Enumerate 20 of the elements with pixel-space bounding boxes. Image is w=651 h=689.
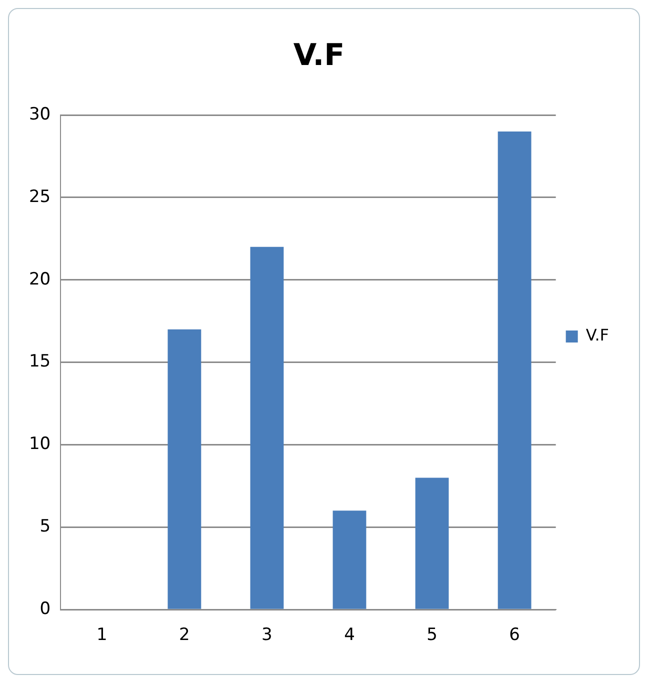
x-tick-label: 2 <box>179 625 190 646</box>
y-tick-label: 20 <box>28 269 51 290</box>
x-tick-label: 1 <box>96 625 108 646</box>
bar <box>415 478 449 609</box>
y-tick-label: 25 <box>28 186 51 207</box>
y-tick-label: 0 <box>40 599 51 620</box>
x-tick-label: 5 <box>426 625 438 646</box>
y-tick-label: 5 <box>40 516 51 537</box>
bar <box>250 246 284 609</box>
bar <box>168 329 202 609</box>
legend-label: V.F <box>586 326 609 345</box>
y-tick-label: 15 <box>28 352 51 372</box>
y-tick-label: 30 <box>28 104 51 124</box>
x-tick-label: 6 <box>509 625 520 646</box>
x-tick-label: 4 <box>344 625 355 646</box>
bar <box>332 510 366 609</box>
y-tick-label: 10 <box>28 434 51 454</box>
bar <box>498 131 532 609</box>
x-tick-label: 3 <box>262 625 272 646</box>
chart-title: V.F <box>293 38 345 73</box>
